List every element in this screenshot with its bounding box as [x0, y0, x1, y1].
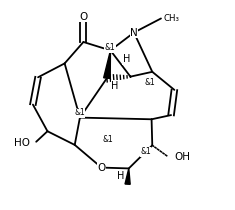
Text: OH: OH: [174, 152, 190, 162]
Text: H: H: [111, 81, 119, 91]
Text: &1: &1: [145, 78, 155, 87]
Text: &1: &1: [105, 43, 115, 52]
Text: H: H: [123, 54, 130, 64]
Text: HO: HO: [14, 138, 30, 148]
Text: O: O: [97, 163, 106, 173]
Text: H: H: [117, 171, 124, 181]
Polygon shape: [125, 168, 130, 184]
Text: &1: &1: [74, 109, 85, 117]
Text: &1: &1: [140, 147, 151, 156]
Polygon shape: [104, 50, 110, 79]
Text: N: N: [130, 28, 138, 38]
Text: &1: &1: [102, 135, 113, 144]
Text: CH₃: CH₃: [164, 14, 180, 22]
Text: O: O: [79, 12, 88, 22]
